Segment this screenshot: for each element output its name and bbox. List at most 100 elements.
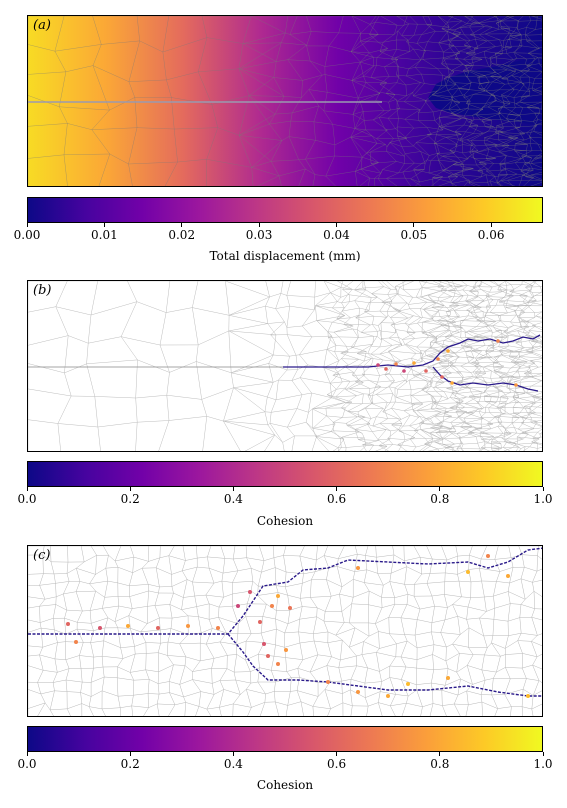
colorbar-tick-label: 0.2 <box>120 492 140 506</box>
damage-marker <box>284 648 288 652</box>
colorbar-tick-label: 0.8 <box>430 757 450 771</box>
colorbar-tick-label: 0.02 <box>168 228 196 242</box>
colorbar-tick <box>103 223 105 227</box>
damage-marker <box>126 624 130 628</box>
colorbar-tick <box>335 223 337 227</box>
colorbar-tick-label: 1.0 <box>533 492 553 506</box>
panel-a-label: (a) <box>33 18 51 33</box>
colorbar-tick <box>258 223 260 227</box>
damage-marker <box>394 362 398 366</box>
damage-marker <box>506 574 510 578</box>
damage-marker <box>424 369 428 373</box>
displacement-mesh-plot <box>28 16 542 186</box>
colorbar-tick-label: 0.6 <box>327 492 347 506</box>
colorbar-tick-label: 0.00 <box>13 228 41 242</box>
damage-marker <box>276 662 280 666</box>
damage-marker <box>376 363 380 367</box>
damage-marker <box>216 626 220 630</box>
damage-marker <box>288 606 292 610</box>
colorbar-tick <box>129 487 131 491</box>
damage-marker <box>356 690 360 694</box>
damage-marker <box>276 594 280 598</box>
colorbar-tick <box>232 752 234 756</box>
colorbar-tick-label: 0.0 <box>17 492 37 506</box>
crack-path <box>28 547 542 697</box>
colorbar-tick <box>336 752 338 756</box>
colorbar-tick-label: 0.03 <box>245 228 273 242</box>
damage-marker <box>412 361 416 365</box>
colorbar-tick <box>26 223 28 227</box>
colorbar-tick <box>439 752 441 756</box>
colorbar-b-ticks: 0.0 0.2 0.4 0.6 0.8 1.0 <box>17 487 553 521</box>
colorbar-tick-label: 0.05 <box>400 228 428 242</box>
panel-a-displacement-field: (a) <box>27 15 543 187</box>
damage-marker <box>496 339 500 343</box>
colorbar-tick-label: 0.4 <box>223 492 243 506</box>
damage-marker <box>446 676 450 680</box>
colorbar-tick <box>490 223 492 227</box>
damage-marker <box>258 620 262 624</box>
colorbar-tick <box>26 487 28 491</box>
damage-marker <box>486 554 490 558</box>
damage-marker <box>386 694 390 698</box>
colorbar-tick-label: 0.04 <box>323 228 350 242</box>
colorbar-tick <box>439 487 441 491</box>
damage-marker <box>446 349 450 353</box>
damage-marker <box>402 369 406 373</box>
damage-marker <box>326 680 330 684</box>
panel-b-cohesion-mesh: (b) <box>27 280 543 452</box>
colorbar-tick <box>413 223 415 227</box>
damage-marker <box>514 383 518 387</box>
mesh-lines <box>28 16 542 186</box>
colorbar-c-ticks: 0.0 0.2 0.4 0.6 0.8 1.0 <box>17 752 553 786</box>
damage-marker <box>156 626 160 630</box>
colorbar-tick-label: 0.4 <box>223 757 243 771</box>
cohesion-mesh-plot <box>28 281 542 451</box>
damage-marker <box>526 694 530 698</box>
damage-marker <box>186 624 190 628</box>
colorbar-tick <box>26 752 28 756</box>
colorbar-a <box>27 197 543 223</box>
colorbar-tick-label: 0.2 <box>120 757 140 771</box>
mesh-lines <box>28 546 542 716</box>
damage-marker <box>66 622 70 626</box>
colorbar-a-ticks: 0.00 0.01 0.02 0.03 0.04 0.05 0.06 <box>14 223 543 257</box>
damage-marker <box>384 367 388 371</box>
damage-marker <box>248 590 252 594</box>
colorbar-tick <box>181 223 183 227</box>
damage-marker <box>262 642 266 646</box>
damage-marker <box>440 375 444 379</box>
crack-path <box>283 334 541 392</box>
colorbar-tick-label: 0.01 <box>91 228 118 242</box>
colorbar-c-title: Cohesion <box>256 778 314 792</box>
panel-c-crack-zoom: (c) <box>27 545 543 717</box>
colorbar-tick-label: 0.06 <box>477 228 505 242</box>
damage-marker <box>266 654 270 658</box>
colorbar-tick <box>129 752 131 756</box>
damage-marker <box>466 570 470 574</box>
colorbar-a-title: Total displacement (mm) <box>209 249 361 263</box>
colorbar-c <box>27 726 543 752</box>
damage-marker <box>236 604 240 608</box>
panel-b-label: (b) <box>33 283 52 298</box>
colorbar-tick-label: 0.8 <box>430 492 450 506</box>
damage-marker <box>450 381 454 385</box>
damage-marker <box>98 626 102 630</box>
colorbar-tick-label: 0.6 <box>327 757 347 771</box>
panel-c-label: (c) <box>33 548 51 563</box>
colorbar-b <box>27 461 543 487</box>
crack-zoom-plot <box>28 546 542 716</box>
colorbar-tick <box>542 752 544 756</box>
damage-marker <box>436 357 440 361</box>
colorbar-b-title: Cohesion <box>256 514 314 528</box>
colorbar-tick <box>232 487 234 491</box>
damage-marker <box>406 682 410 686</box>
damage-marker <box>356 566 360 570</box>
mesh-lines <box>28 281 542 451</box>
colorbar-tick <box>336 487 338 491</box>
damage-marker <box>270 604 274 608</box>
colorbar-tick <box>542 487 544 491</box>
colorbar-tick-label: 0.0 <box>17 757 37 771</box>
damage-marker <box>74 640 78 644</box>
colorbar-tick-label: 1.0 <box>533 757 553 771</box>
